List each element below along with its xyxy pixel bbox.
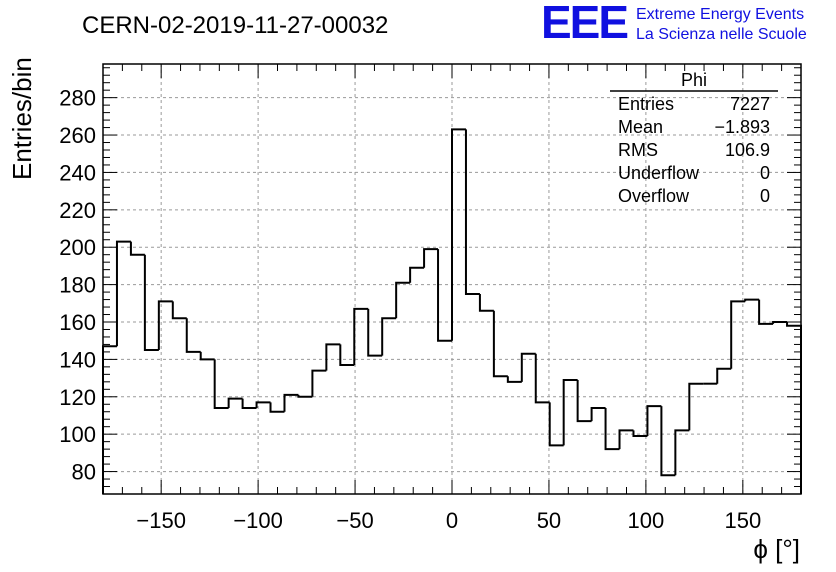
histogram-bin: [730, 300, 746, 369]
stats-box-title: Phi: [681, 70, 707, 90]
histogram-bin: [199, 351, 215, 361]
y-tick-label: 220: [59, 198, 96, 223]
axis-ticks: [103, 64, 801, 495]
stats-mean-value: −1.893: [714, 117, 770, 137]
histogram-bin: [520, 352, 536, 382]
eee-logo: EEE Extreme Energy Events La Scienza nel…: [541, 0, 807, 48]
histogram-bin: [381, 317, 397, 356]
histogram-bin: [325, 343, 341, 371]
histogram-bin: [506, 376, 522, 383]
y-tick-label: 180: [59, 273, 96, 298]
stats-entries-value: 7227: [730, 94, 770, 114]
x-tick-label: 150: [724, 508, 761, 533]
histogram-bin: [464, 129, 480, 295]
histogram-bin: [632, 430, 648, 438]
chart-title: CERN-02-2019-11-27-00032: [82, 12, 388, 39]
y-axis-title: Entries/bin: [7, 57, 37, 180]
histogram-bin: [423, 248, 439, 268]
logo-mark: EEE: [541, 0, 627, 48]
x-tick-label: −100: [233, 508, 283, 533]
histogram-bin: [674, 429, 690, 476]
histogram-bin: [185, 318, 201, 353]
y-tick-label: 140: [59, 347, 96, 372]
histogram-bin: [772, 321, 788, 324]
histogram-bin: [688, 382, 704, 431]
x-tick-label: −50: [336, 508, 373, 533]
histogram-bin: [716, 367, 732, 384]
histogram-bin: [590, 407, 606, 422]
y-tick-label: 260: [59, 123, 96, 148]
histogram-bin: [115, 240, 131, 347]
histogram-bin: [451, 128, 466, 341]
stats-entries-label: Entries: [618, 94, 674, 114]
histogram-bin: [353, 307, 369, 365]
y-tick-label: 100: [59, 422, 96, 447]
histogram-bin: [618, 429, 634, 450]
histogram-bin: [492, 310, 508, 378]
y-tick-label: 160: [59, 310, 96, 335]
histogram-bin: [311, 369, 327, 397]
histogram-bins: [102, 128, 802, 494]
stats-rms-value: 106.9: [725, 140, 770, 160]
stats-overflow-label: Overflow: [618, 186, 690, 206]
histogram-bin: [129, 241, 145, 256]
histogram-bin: [227, 397, 243, 408]
histogram-bin: [646, 405, 662, 437]
histogram-bin: [478, 293, 494, 312]
histogram-bin: [283, 393, 299, 412]
histogram-bin: [213, 359, 229, 409]
histogram-bin: [786, 322, 802, 494]
stats-box: Phi Entries 7227 Mean −1.893 RMS 106.9 U…: [610, 70, 778, 206]
histogram-bin: [562, 378, 578, 446]
histogram-bin: [297, 394, 313, 398]
histogram-bin: [255, 401, 271, 408]
histogram-bin: [171, 301, 187, 320]
histogram-bin: [548, 402, 564, 447]
logo-line-1: Extreme Energy Events: [636, 6, 804, 23]
stats-underflow-label: Underflow: [618, 163, 700, 183]
y-tick-label: 280: [59, 86, 96, 111]
logo-line-2: La Scienza nelle Scuole: [636, 26, 807, 43]
y-tick-label: 120: [59, 385, 96, 410]
y-tick-label: 80: [72, 460, 96, 485]
y-tick-label: 240: [59, 160, 96, 185]
histogram-bin: [437, 249, 452, 342]
histogram-bin: [367, 308, 383, 357]
histogram-bin: [576, 379, 592, 423]
histogram-bin: [339, 344, 355, 366]
x-tick-labels: −150 −100 −50 0 50 100 150: [136, 508, 761, 533]
y-tick-label: 200: [59, 235, 96, 260]
x-axis-title: ϕ [°]: [753, 534, 800, 564]
histogram-bin: [269, 402, 285, 413]
histogram-bin: [157, 300, 173, 351]
histogram-bin: [744, 298, 760, 302]
x-tick-label: 0: [446, 508, 458, 533]
histogram-bin: [534, 353, 550, 404]
histogram-bin: [604, 408, 620, 451]
histogram-bin: [395, 281, 411, 319]
histogram-bin: [409, 266, 425, 283]
x-tick-label: 100: [628, 508, 665, 533]
stats-rms-label: RMS: [618, 140, 658, 160]
stats-mean-label: Mean: [618, 117, 663, 137]
x-tick-label: −150: [136, 508, 186, 533]
y-tick-labels: 80 100 120 140 160 180 200 220 240 260 280: [59, 86, 96, 485]
histogram-bin: [241, 398, 257, 409]
histogram-bin: [143, 254, 159, 352]
stats-underflow-value: 0: [760, 163, 770, 183]
histogram-bin: [660, 406, 676, 477]
x-tick-label: 50: [537, 508, 561, 533]
stats-overflow-value: 0: [760, 186, 770, 206]
histogram-bin: [758, 299, 774, 325]
